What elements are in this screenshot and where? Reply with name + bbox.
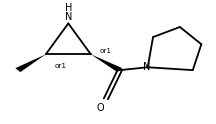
Text: N: N [65, 12, 72, 22]
Text: H: H [65, 3, 72, 13]
Text: or1: or1 [99, 48, 111, 54]
Text: O: O [97, 103, 104, 113]
Polygon shape [91, 54, 122, 72]
Text: or1: or1 [54, 63, 66, 69]
Polygon shape [15, 54, 46, 72]
Text: N: N [143, 62, 150, 72]
